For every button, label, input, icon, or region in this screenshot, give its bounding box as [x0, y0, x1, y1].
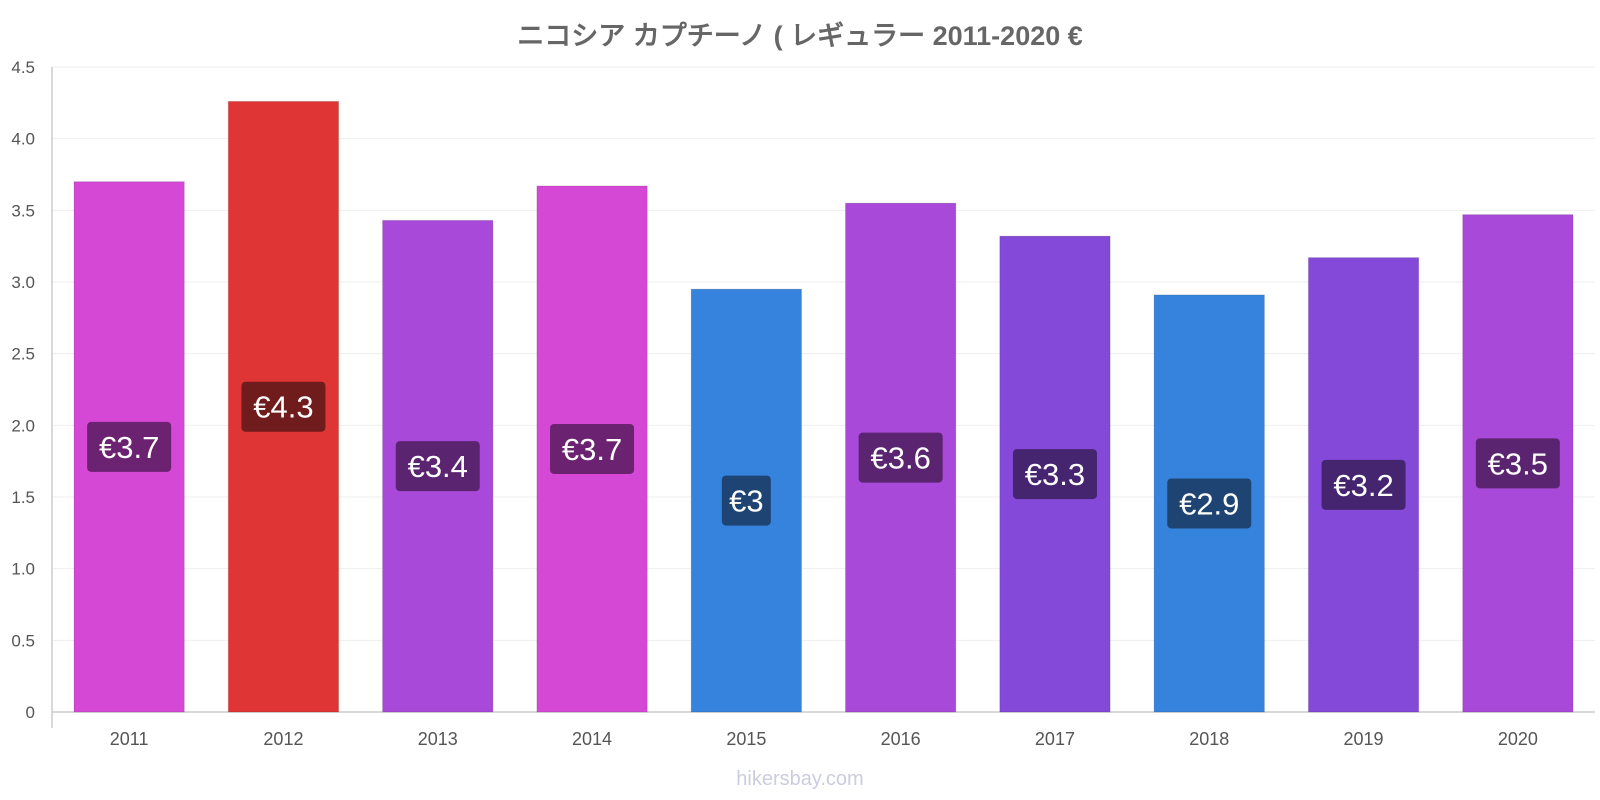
data-label-2014: €3.7	[550, 423, 635, 474]
x-tick-label: 2019	[1344, 729, 1384, 749]
y-tick-label: 2.5	[11, 345, 35, 364]
data-label-2016: €3.6	[858, 432, 943, 483]
data-label-bg	[1167, 478, 1252, 529]
x-tick-label: 2015	[726, 729, 766, 749]
data-label-bg	[395, 441, 480, 492]
data-label-text: €3	[729, 484, 763, 519]
x-tick-label: 2020	[1498, 729, 1538, 749]
data-label-text: €3.3	[1025, 457, 1085, 492]
x-tick-label: 2018	[1189, 729, 1229, 749]
data-label-2018: €2.9	[1167, 478, 1252, 529]
y-tick-label: 4.5	[11, 58, 35, 77]
data-label-bg	[1012, 449, 1097, 500]
y-tick-label: 3.5	[11, 201, 35, 220]
y-tick-label: 1.0	[11, 560, 35, 579]
data-label-bg	[1321, 459, 1406, 510]
x-tick-label: 2011	[110, 729, 149, 749]
y-tick-label: 0.5	[11, 631, 35, 650]
y-tick-label: 4.0	[11, 130, 35, 149]
data-label-bg	[241, 381, 326, 432]
watermark: hikersbay.com	[736, 768, 864, 790]
data-label-text: €2.9	[1179, 486, 1239, 521]
x-tick-label: 2017	[1035, 729, 1075, 749]
data-label-2019: €3.2	[1321, 459, 1406, 510]
y-tick-label: 1.5	[11, 488, 35, 507]
y-tick-labels: 0 0.5 1.0 1.5 2.0 2.5 3.0 3.5 4.0 4.5	[11, 58, 35, 722]
y-tick-label: 2.0	[11, 416, 35, 435]
y-tick-label: 0	[26, 703, 35, 722]
x-tick-label: 2012	[263, 729, 303, 749]
data-label-2011: €3.7	[87, 421, 172, 472]
data-label-bg	[550, 423, 635, 474]
data-label-text: €3.7	[562, 432, 622, 467]
data-label-bg	[1475, 438, 1560, 489]
y-tick-label: 3.0	[11, 273, 35, 292]
data-label-text: €3.6	[870, 441, 930, 476]
data-label-2015: €3	[721, 475, 771, 526]
data-label-2017: €3.3	[1012, 449, 1097, 500]
data-label-text: €3.4	[408, 449, 468, 484]
x-tick-labels: 2011 2012 2013 2014 2015 2016 2017 2018 2019 2020	[110, 729, 1538, 749]
chart-title: ニコシア カプチーノ ( レギュラー 2011-2020 €	[517, 21, 1083, 51]
data-label-text: €4.3	[253, 390, 313, 425]
data-label-bg	[858, 432, 943, 483]
data-label-2012: €4.3	[241, 381, 326, 432]
x-tick-label: 2013	[418, 729, 458, 749]
data-label-text: €3.7	[99, 430, 159, 465]
data-label-text: €3.5	[1488, 446, 1548, 481]
data-labels: €3.7 €4.3 €3.4 €3.7 €3 €3.6 €3.3 €2.9 €3.2 €3.5	[87, 381, 1560, 529]
data-label-bg	[721, 475, 771, 526]
data-label-text: €3.2	[1333, 468, 1393, 503]
data-label-2020: €3.5	[1475, 438, 1560, 489]
x-tick-label: 2016	[881, 729, 921, 749]
x-tick-label: 2014	[572, 729, 612, 749]
data-label-2013: €3.4	[395, 441, 480, 492]
data-label-bg	[87, 421, 172, 472]
